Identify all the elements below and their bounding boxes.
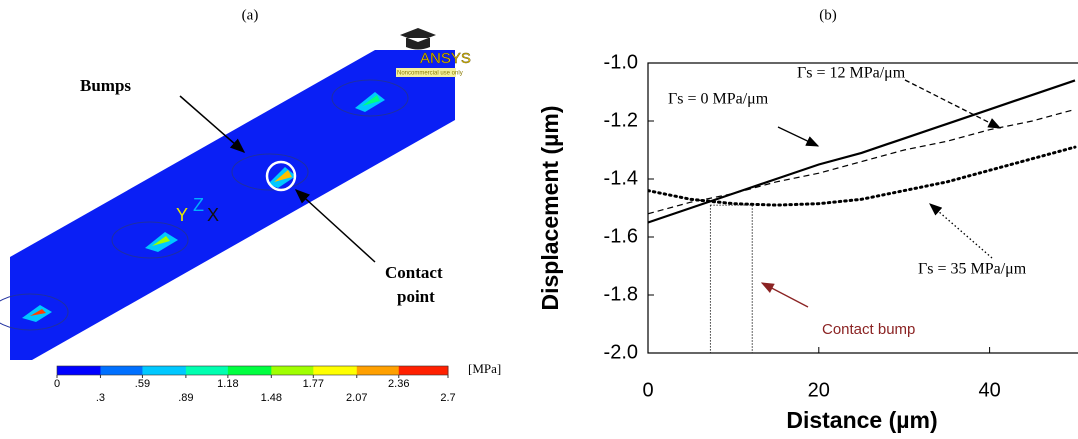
contact-circle (265, 160, 297, 192)
series-label: Γs = 12 MPa/μm (797, 65, 906, 82)
logo-note: Noncommercial use only (397, 71, 463, 77)
logo-name: ANSYS (420, 50, 471, 67)
x-tick-label: 0 (642, 379, 653, 401)
series-arrow (904, 79, 1002, 129)
colorbar-tick-label: 1.18 (217, 378, 238, 390)
bump-outlines (0, 79, 409, 331)
y-tick-label: -1.2 (604, 109, 638, 131)
colorbar-tick-label: 2.7 (440, 392, 455, 404)
contact-region (709, 204, 753, 354)
series-line (648, 79, 1076, 224)
y-tick-label: -1.6 (604, 225, 638, 247)
annotation-arrow (760, 282, 809, 308)
arrow (294, 188, 376, 263)
colorbar-tick-label: 2.36 (388, 378, 409, 390)
colorbar-segment (227, 366, 272, 375)
colorbar-tick-label: .3 (96, 392, 105, 404)
panel-title: (b) (819, 7, 837, 23)
label: point (397, 287, 435, 306)
x-tick-label: 40 (978, 379, 1000, 401)
y-tick-label: -1.4 (604, 167, 638, 189)
axis-triad: Y (176, 205, 188, 225)
colorbar-tick-label: .89 (178, 392, 193, 404)
colorbar-tick-label: .59 (135, 378, 150, 390)
y-tick-label: -1.0 (604, 51, 638, 73)
axis-triad: X (207, 205, 219, 225)
series-line (648, 108, 1076, 215)
colorbar-segment (398, 366, 449, 375)
x-tick-label: 20 (808, 379, 830, 401)
arrow (179, 95, 246, 153)
series-arrow (777, 126, 820, 147)
beam (10, 50, 455, 360)
colorbar-segment (271, 366, 314, 375)
series-label: Γs = 0 MPa/μm (668, 91, 769, 108)
panel-title: (a) (242, 7, 259, 23)
series-arrow (929, 203, 993, 259)
colorbar-frame (56, 365, 449, 376)
y-axis-label: Displacement (µm) (537, 106, 563, 311)
colorbar-segment (356, 366, 400, 375)
y-tick-label: -1.8 (604, 283, 638, 305)
colorbar-segment (313, 366, 358, 375)
colorbar-unit: [MPa] (468, 361, 501, 376)
logo-icon (400, 28, 436, 50)
series-label: Γs = 35 MPa/μm (918, 261, 1027, 278)
x-axis-label: Distance (µm) (786, 407, 937, 433)
stress-spots (22, 92, 385, 322)
logo-note-bg (396, 68, 456, 77)
series-line (648, 145, 1077, 207)
colorbar-tick-label: 2.07 (346, 392, 367, 404)
axis-triad: Z (193, 195, 204, 215)
label: Bumps (80, 76, 131, 95)
colorbar-tick-label: 1.48 (261, 392, 282, 404)
annotation: Contact bump (822, 321, 915, 338)
y-tick-label: -2.0 (604, 341, 638, 363)
colorbar-segment (57, 366, 101, 375)
colorbar-segment (100, 366, 143, 375)
plot-frame (647, 62, 1078, 354)
colorbar-segment (185, 366, 229, 375)
colorbar-segment (142, 366, 187, 375)
contour-panel (0, 28, 456, 360)
label: Contact (385, 263, 443, 282)
colorbar-tick-label: 1.77 (303, 378, 324, 390)
colorbar-tick-label: 0 (54, 378, 60, 390)
